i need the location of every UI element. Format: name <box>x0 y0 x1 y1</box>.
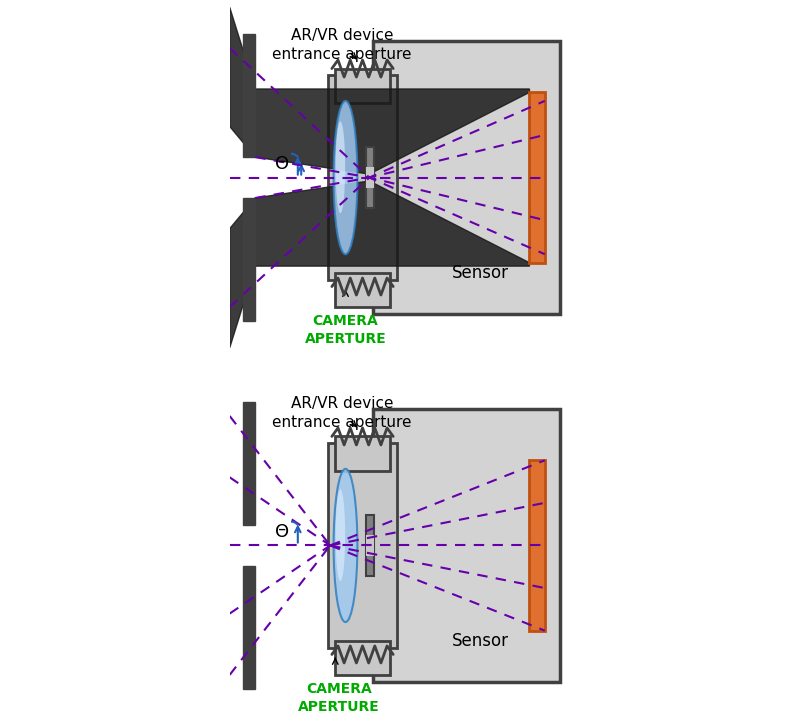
Polygon shape <box>255 181 530 266</box>
Ellipse shape <box>334 101 358 254</box>
Bar <box>366 535 374 556</box>
FancyBboxPatch shape <box>373 41 560 314</box>
Bar <box>335 69 390 103</box>
Bar <box>329 443 397 648</box>
Bar <box>366 147 374 208</box>
Polygon shape <box>255 89 530 174</box>
Text: Sensor: Sensor <box>451 632 509 650</box>
Ellipse shape <box>334 469 358 622</box>
Ellipse shape <box>336 121 345 213</box>
Bar <box>243 566 255 688</box>
Bar <box>243 35 255 157</box>
Ellipse shape <box>336 489 345 581</box>
Bar <box>366 515 374 576</box>
Text: CAMERA
APERTURE: CAMERA APERTURE <box>305 314 386 346</box>
Text: AR/VR device
entrance aperture: AR/VR device entrance aperture <box>272 395 412 430</box>
Bar <box>366 167 374 188</box>
Bar <box>530 461 545 630</box>
Polygon shape <box>230 198 255 348</box>
FancyBboxPatch shape <box>373 409 560 682</box>
Bar <box>335 273 390 307</box>
Text: Sensor: Sensor <box>451 264 509 282</box>
Text: CAMERA
APERTURE: CAMERA APERTURE <box>298 682 379 714</box>
Bar <box>243 198 255 320</box>
Text: AR/VR device
entrance aperture: AR/VR device entrance aperture <box>272 27 412 62</box>
Polygon shape <box>230 7 255 157</box>
Bar <box>329 75 397 280</box>
Bar <box>243 403 255 525</box>
Bar <box>335 437 390 471</box>
Bar <box>530 93 545 262</box>
Text: Θ: Θ <box>275 523 290 541</box>
Text: Θ: Θ <box>275 155 290 173</box>
Bar <box>335 641 390 675</box>
